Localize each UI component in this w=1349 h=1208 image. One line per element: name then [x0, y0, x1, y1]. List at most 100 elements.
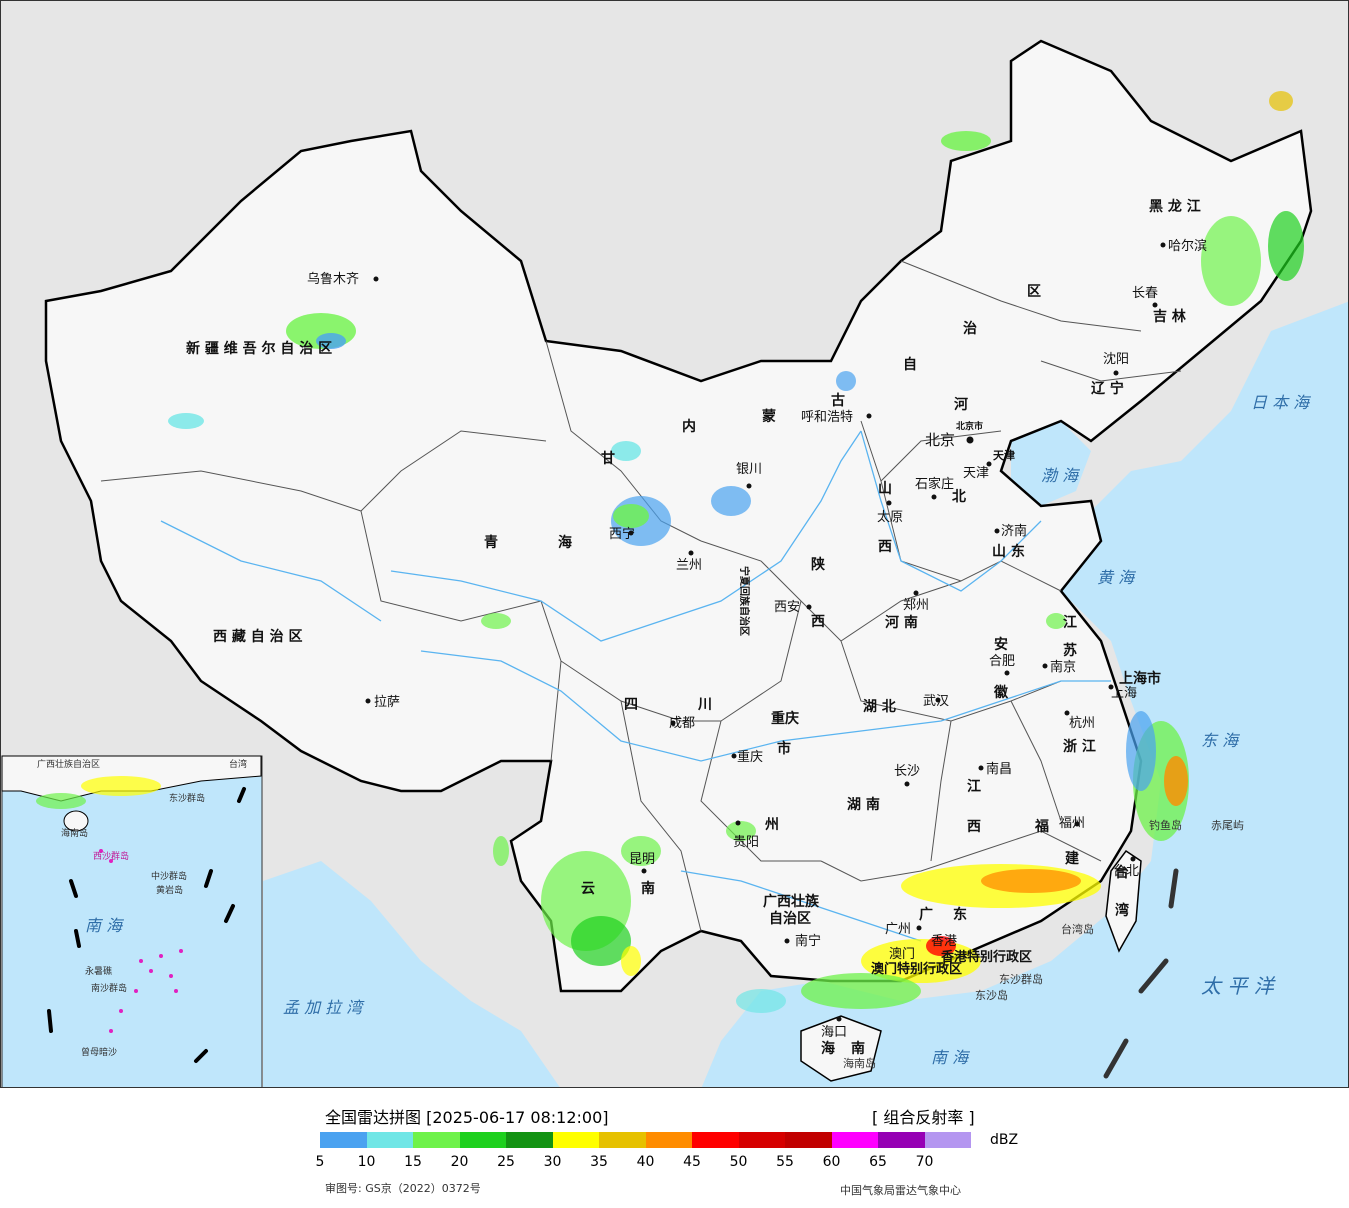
colorbar-cell-12 — [878, 1132, 925, 1148]
label-qinghai-a: 青 — [484, 534, 498, 551]
colorbar-tick-label: 55 — [776, 1154, 794, 1170]
city-aomen: 澳门 — [889, 946, 915, 962]
island-hainan: 海南岛 — [843, 1056, 876, 1070]
agency-name: 中国气象局雷达气象中心 — [840, 1184, 961, 1197]
colorbar-cell-1 — [366, 1132, 413, 1148]
colorbar-cell-2 — [413, 1132, 460, 1148]
east-sea-area — [701, 301, 1348, 1087]
label-jiangsu-a: 江 — [1063, 614, 1077, 631]
colorbar-tick-label: 50 — [729, 1154, 748, 1170]
label-guangxi-a: 广西壮族 — [763, 893, 820, 910]
inset-sea-label: 南 海 — [85, 916, 124, 935]
inset-huangyan: 黄岩岛 — [156, 884, 183, 896]
label-shanghai: 上海市 — [1119, 670, 1161, 687]
inset-yongshu: 永暑礁 — [85, 965, 112, 977]
sea-bohai: 渤 海 — [1041, 466, 1080, 485]
label-hubei: 湖 北 — [863, 699, 896, 715]
label-xizang: 西 藏 自 治 区 — [213, 628, 303, 645]
colorbar-tick-label: 45 — [683, 1154, 701, 1170]
city-lanzhou: 兰州 — [676, 558, 702, 573]
province-boundaries — [100, 260, 1182, 932]
label-shanxi-a: 山 — [878, 481, 892, 497]
label-chongqing-a: 重庆 — [771, 710, 799, 727]
label-guangdong-a: 广 — [919, 906, 933, 923]
city-kunming: 昆明 — [629, 852, 655, 867]
label-yunnan-b: 南 — [641, 880, 655, 897]
colorbar-cell-8 — [692, 1132, 739, 1148]
city-lhasa: 拉萨 — [374, 695, 400, 710]
sea-labels: 日 本 海 渤 海 黄 海 东 海 南 海 太 平 洋 孟 加 拉 湾 南 海 — [85, 393, 1311, 1067]
label-taiwan-a: 台 — [1115, 864, 1129, 881]
label-neimenggu-b: 蒙 — [762, 408, 776, 425]
city-dots — [365, 242, 1166, 1022]
label-tianjin: 天津 — [993, 448, 1015, 462]
inset-xisha: 西沙群岛 — [93, 850, 129, 862]
city-hohhot: 呼和浩特 — [801, 410, 853, 425]
island-labels: 钓鱼岛 赤尾屿 台湾岛 东沙群岛 东沙岛 海南岛 — [843, 818, 1244, 1070]
colorbar-tick-label: 10 — [357, 1154, 376, 1170]
colorbar-tick-label: 65 — [869, 1154, 887, 1170]
sea-ribenhai: 日 本 海 — [1251, 393, 1311, 412]
label-neimenggu-f: 区 — [1027, 284, 1041, 300]
city-labels: 乌鲁木齐 拉萨 西宁 兰州 银川 呼和浩特 北京 天津 石家庄 太原 济南 沈阳… — [307, 238, 1207, 1040]
label-jiangsu-b: 苏 — [1063, 642, 1077, 659]
inset-guangxi: 广西壮族自治区 — [37, 758, 100, 770]
label-shaanxi-b: 西 — [811, 614, 825, 630]
inset-taiwan: 台湾 — [229, 758, 247, 770]
label-ningxia: 宁夏回族自治区 — [738, 566, 751, 636]
colorbar-ticks: 5 10 15 20 25 30 35 40 45 50 55 60 65 70 — [0, 1154, 1349, 1174]
city-yinchuan: 银川 — [736, 462, 762, 477]
city-guiyang: 贵阳 — [733, 835, 759, 850]
label-shanxi-b: 西 — [878, 539, 892, 555]
label-liaoning: 辽 宁 — [1091, 380, 1124, 397]
city-shanghai: 上海 — [1111, 686, 1137, 701]
colorbar-tick-label: 15 — [404, 1154, 422, 1170]
city-nanning: 南宁 — [795, 933, 821, 949]
city-wuhan: 武汉 — [923, 694, 949, 709]
legend-panel: 全国雷达拼图 [2025-06-17 08:12:00] [ 组合反射率 ] d… — [0, 1088, 1349, 1208]
island-diaoyu: 钓鱼岛 — [1149, 818, 1182, 832]
label-guizhou: 州 — [764, 817, 779, 833]
city-changchun: 长春 — [1132, 286, 1158, 301]
label-fujian-b: 建 — [1065, 850, 1079, 867]
city-haikou: 海口 — [821, 1025, 847, 1040]
city-fuzhou: 福州 — [1059, 816, 1085, 831]
city-nanchang: 南昌 — [986, 761, 1012, 777]
city-xianggang: 香港 — [931, 934, 957, 949]
maritime-boundary-lines — [1103, 868, 1179, 1079]
colorbar-cell-11 — [831, 1132, 878, 1148]
label-sichuan-a: 四 — [624, 697, 638, 713]
product-label: [ 组合反射率 ] — [872, 1108, 975, 1127]
sea-mengjiala: 孟 加 拉 湾 — [283, 998, 365, 1017]
city-urumqi: 乌鲁木齐 — [307, 271, 359, 287]
inset-zhongsha: 中沙群岛 — [151, 870, 187, 882]
sea-donghai: 东 海 — [1201, 731, 1240, 750]
island-dongsha-group: 东沙群岛 — [999, 972, 1043, 986]
label-hainan-b: 南 — [851, 1040, 865, 1057]
label-anhui-a: 安 — [994, 636, 1008, 653]
colorbar-cell-13 — [924, 1132, 971, 1148]
map-title: 全国雷达拼图 [2025-06-17 08:12:00] — [325, 1108, 609, 1127]
label-aomen: 澳门特别行政区 — [871, 961, 962, 977]
city-xian: 西安 — [774, 600, 800, 615]
label-neimenggu-e: 治 — [963, 320, 977, 337]
bohai-sea-area — [1011, 421, 1091, 506]
colorbar-cell-7 — [645, 1132, 692, 1148]
sea-taipingyang: 太 平 洋 — [1201, 974, 1276, 998]
city-shenyang: 沈阳 — [1103, 352, 1129, 367]
inset-nansha: 南沙群岛 — [91, 982, 127, 994]
city-chongqing: 重庆 — [737, 749, 763, 765]
approval-number: 审图号: GS京（2022）0372号 — [325, 1182, 481, 1195]
south-china-sea-inset — [1, 755, 263, 1087]
label-neimenggu-d: 自 — [903, 356, 917, 373]
colorbar-cell-5 — [552, 1132, 599, 1148]
colorbar-tick-label: 60 — [822, 1154, 841, 1170]
island-chiwei: 赤尾屿 — [1211, 819, 1244, 832]
city-hangzhou: 杭州 — [1069, 716, 1095, 731]
city-guangzhou: 广州 — [885, 922, 911, 937]
label-shandong: 山 东 — [992, 543, 1025, 560]
colorbar-tick-label: 30 — [543, 1154, 562, 1170]
label-beijing-prov: 北京市 — [956, 420, 983, 432]
label-sichuan-b: 川 — [697, 697, 712, 713]
